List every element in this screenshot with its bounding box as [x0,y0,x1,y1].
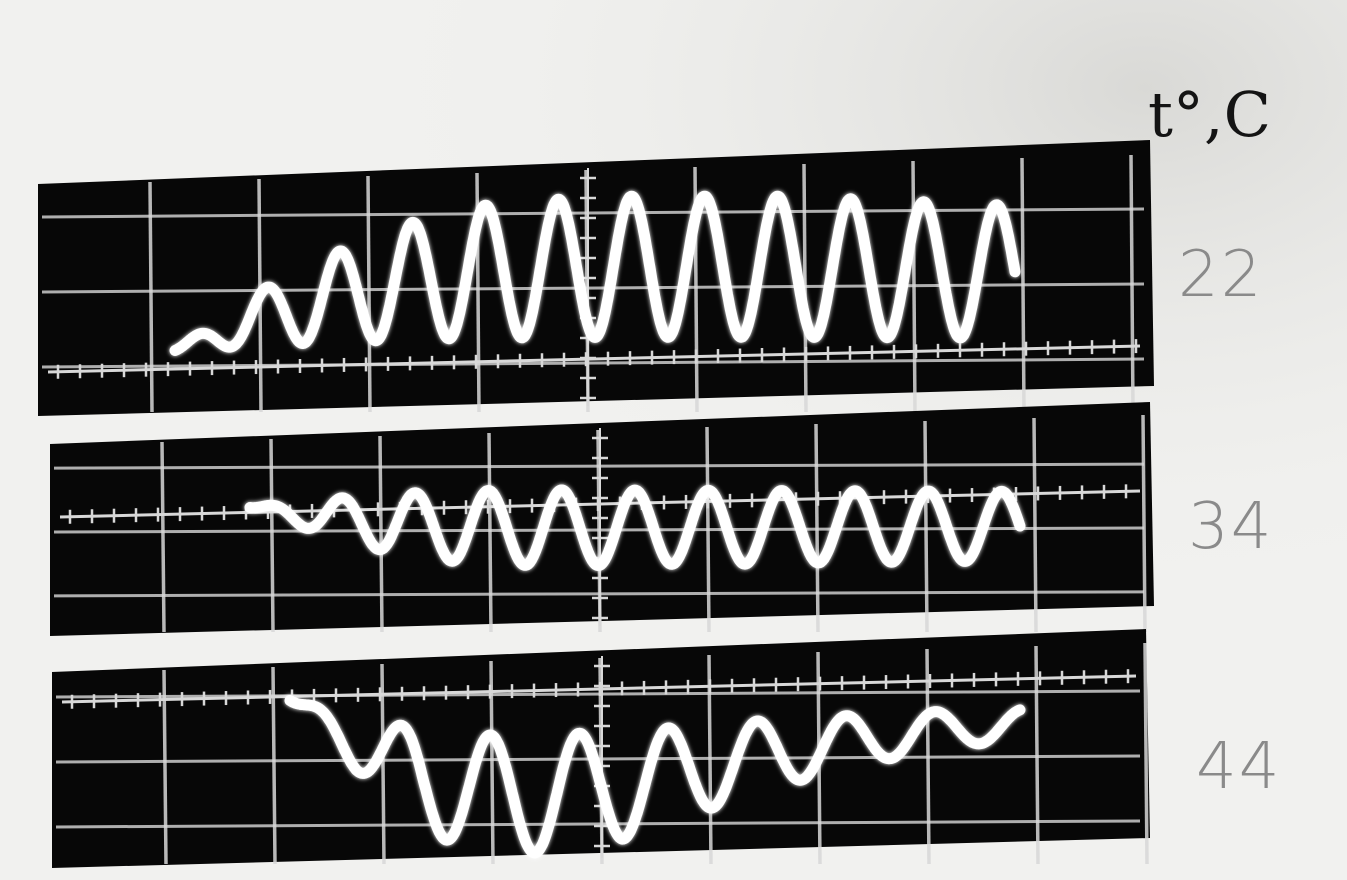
scope-panel-34 [50,402,1154,636]
grid-line [148,181,154,413]
scope-panel-22 [38,140,1154,416]
grid-line [41,282,1145,294]
waveform-trace [169,190,1021,356]
grid-line [41,207,1145,219]
grid-line [160,441,166,633]
temperature-label-22: 22 [1178,238,1264,312]
grid-line [1034,645,1040,865]
temperature-label-34: 34 [1188,490,1274,564]
temperature-unit-label: t°,C [1148,78,1272,151]
grid-line [55,689,1141,699]
grid-line [923,420,929,633]
grid-line [1141,414,1147,633]
grid-line [487,432,493,633]
grid-line [1032,417,1038,633]
temperature-label-44: 44 [1196,730,1282,804]
grid-line [271,666,277,865]
waveform-trace [244,484,1026,571]
waveform-trace [284,695,1026,859]
grid-line [41,357,1145,369]
grid-line [55,819,1141,829]
grid-line [269,438,275,633]
grid-line [380,663,386,865]
grid-line [162,669,168,865]
grid-line [378,435,384,633]
scope-panel-44 [52,629,1150,868]
grid-line [802,163,808,413]
grid-line [366,175,372,413]
grid-line [1143,642,1149,865]
